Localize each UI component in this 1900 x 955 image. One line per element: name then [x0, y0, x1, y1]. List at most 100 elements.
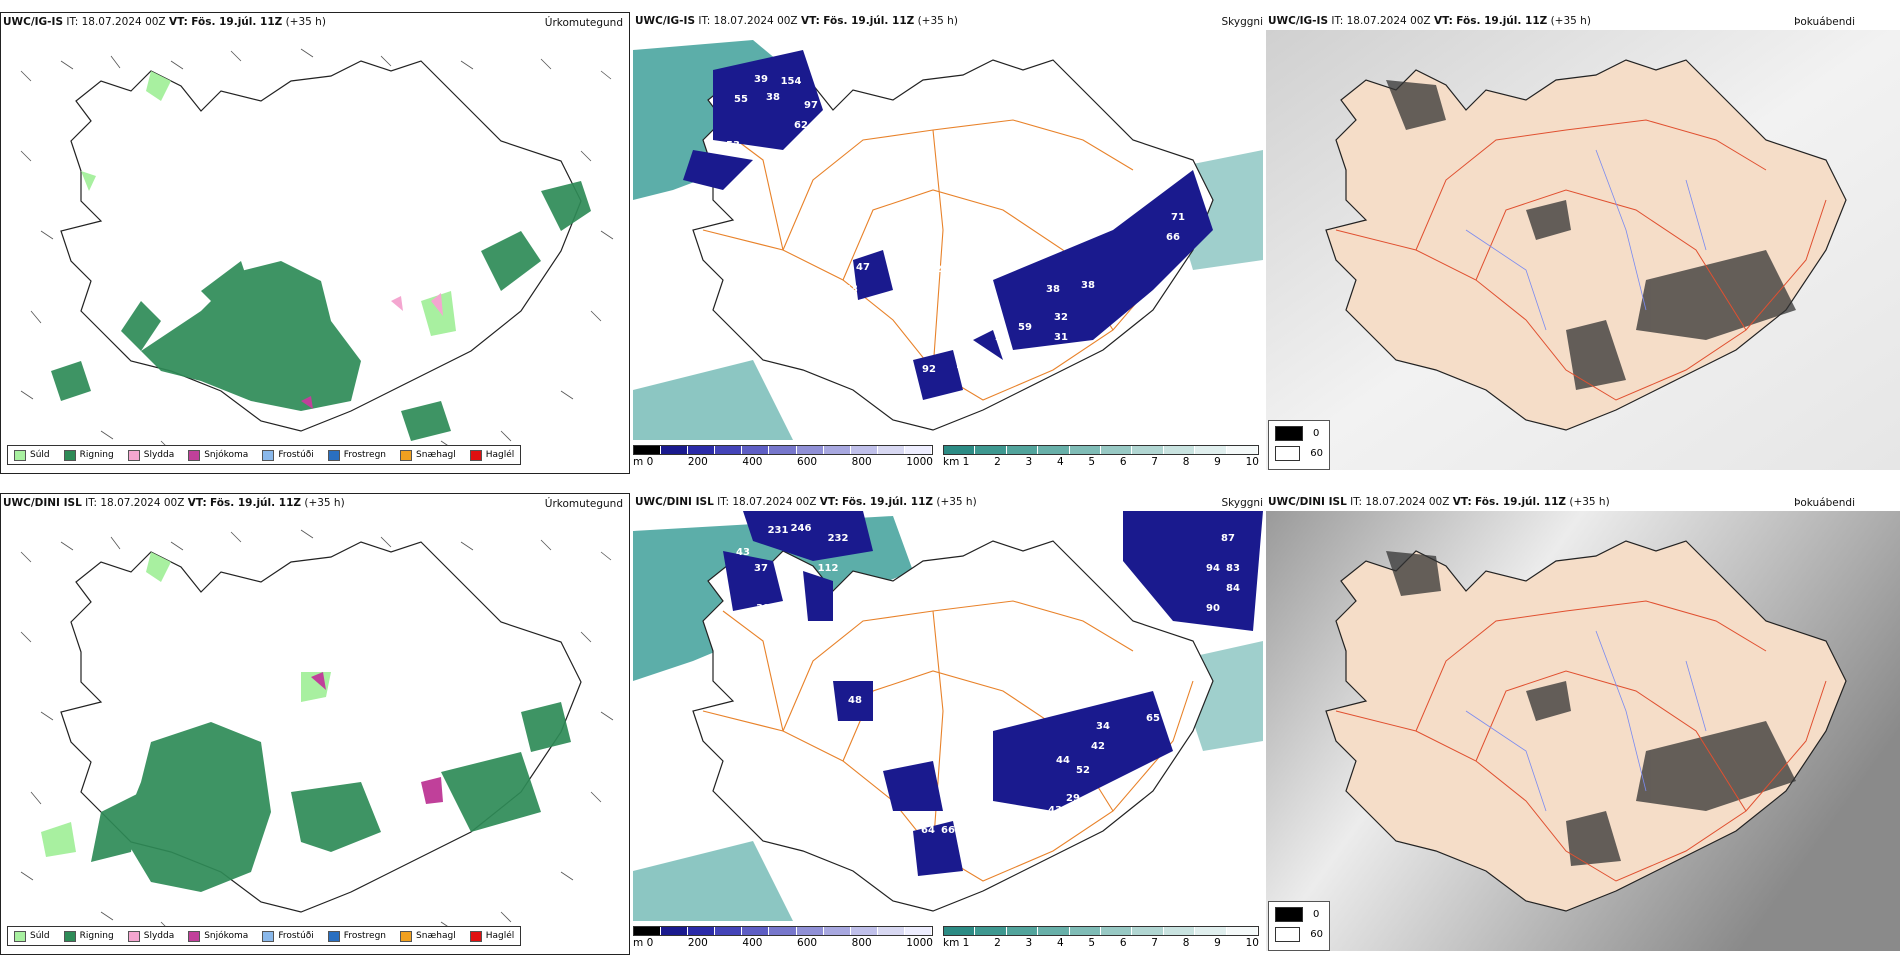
row1-precip-legend: Súld Rigning Slydda Snjókoma Frostúði Frostre… — [7, 445, 522, 465]
colorbar-tick: 4 — [1056, 456, 1064, 468]
colorbar-segment — [1101, 446, 1133, 454]
colorbar-segment — [715, 446, 743, 454]
legend-label: Frostregn — [343, 450, 387, 460]
colorbar-segment — [742, 927, 770, 935]
fog-legend-item: 60 — [1275, 927, 1323, 942]
colorbar-tick: km 1 — [943, 456, 970, 468]
cloudbase-value-label: 232 — [828, 533, 849, 544]
legend-label: Snæhagl — [416, 931, 456, 941]
legend-label: Frostúði — [278, 450, 314, 460]
fog-swatch — [1275, 426, 1303, 441]
colorbar-segment — [850, 446, 878, 454]
precip-legend-item: Snjókoma — [188, 930, 249, 942]
colorbar-segment — [1069, 927, 1102, 935]
colorbar-segment — [904, 446, 933, 454]
cloudbase-value-label: 46 — [923, 881, 937, 892]
colorbar-segment — [1163, 927, 1196, 935]
legend-label: Súld — [30, 931, 50, 941]
precip-legend-item: Súld — [14, 930, 50, 942]
legend-label: Frostregn — [343, 931, 387, 941]
colorbar-tick: 8 — [1182, 456, 1190, 468]
colorbar-tick: 2 — [994, 456, 1001, 468]
precip-legend-item: Frostúði — [262, 449, 314, 461]
cloudbase-value-label: 154 — [781, 76, 802, 87]
colorbar-segment — [877, 927, 905, 935]
colorbar-segment — [1195, 446, 1227, 454]
row1-fog-title: UWC/IG-IS IT: 18.07.2024 00Z VT: Fös. 19… — [1268, 15, 1591, 27]
legend-label: Haglél — [485, 931, 515, 941]
colorbar-segment — [661, 927, 689, 935]
precip-legend-item: Súld — [14, 449, 50, 461]
colorbar-tick: 400 — [742, 456, 763, 468]
cloudbase-value-label: 66 — [941, 825, 955, 836]
legend-label: Haglél — [485, 450, 515, 460]
cloudbase-value-label: 97 — [804, 100, 818, 111]
cloudbase-value-label: 64 — [921, 825, 935, 836]
colorbar-tick: 200 — [687, 937, 708, 949]
legend-label: Slydda — [143, 931, 175, 941]
row1-cloudbase-panel: UWC/IG-IS IT: 18.07.2024 00Z VT: Fös. 19… — [633, 12, 1263, 474]
row2-precip-map — [20, 529, 614, 943]
fog-legend-label: 60 — [1310, 448, 1323, 459]
cloudbase-value-label: 78 — [994, 332, 1008, 343]
row2-cloudbase-panel: UWC/DINI ISL IT: 18.07.2024 00Z VT: Fös.… — [633, 493, 1263, 955]
precip-legend-item: Frostúði — [262, 930, 314, 942]
colorbar-segment — [742, 446, 770, 454]
legend-label: Snjókoma — [204, 931, 249, 941]
colorbar-segment — [1038, 927, 1070, 935]
colorbar-tick: 7 — [1151, 937, 1158, 949]
row1-precip-type-label: Úrkomutegund — [544, 17, 623, 29]
cloudbase-value-label: 41 — [952, 396, 966, 407]
row1-precip-map — [20, 48, 614, 462]
colorbar-segment — [1006, 446, 1039, 454]
row1-fog-map — [1266, 30, 1900, 470]
colorbar-tick: 600 — [797, 937, 818, 949]
colorbar-tick: 1000 — [906, 456, 933, 468]
cloudbase-value-label: 118 — [1223, 633, 1244, 644]
cloudbase-value-label: 62 — [928, 264, 942, 275]
cloudbase-value-label: 38 — [766, 92, 780, 103]
colorbar-tick: 10 — [1245, 937, 1259, 949]
colorbar-segment — [1226, 927, 1259, 935]
colorbar-segment — [715, 927, 743, 935]
colorbar-segment — [688, 927, 716, 935]
precip-legend-item: Slydda — [127, 930, 175, 942]
colorbar-tick: 6 — [1119, 456, 1127, 468]
cloudbase-value-label: 62 — [946, 693, 960, 704]
legend-swatch — [127, 930, 140, 942]
row1-precip-panel: UWC/IG-IS IT: 18.07.2024 00Z VT: Fös. 19… — [0, 12, 630, 474]
colorbar-tick: 1000 — [906, 937, 933, 949]
colorbar-segment — [823, 927, 851, 935]
cloudbase-value-label: 37 — [754, 563, 768, 574]
colorbar-tick: 400 — [742, 937, 763, 949]
cloudbase-value-label: 92 — [922, 364, 936, 375]
cloudbase-value-label: 94 — [956, 360, 970, 371]
colorbar-segment — [1069, 446, 1102, 454]
cloudbase-value-label: 39 — [754, 74, 768, 85]
colorbar-tick: 800 — [851, 937, 872, 949]
colorbar-segment — [1101, 927, 1133, 935]
cloudbase-value-label: 112 — [818, 563, 839, 574]
legend-swatch — [127, 449, 140, 461]
cloudbase-value-label: 231 — [768, 525, 789, 536]
row1-cloudbase-colorbar: m 0 200 400 600 800 1000 — [633, 445, 933, 468]
colorbar-tick: 2 — [994, 937, 1001, 949]
colorbar-segment — [850, 927, 878, 935]
legend-swatch — [469, 449, 482, 461]
row2-precip-panel: UWC/DINI ISL IT: 18.07.2024 00Z VT: Fös.… — [0, 493, 630, 955]
cloudbase-value-label: 44 — [1056, 755, 1070, 766]
row2-cloudbase-map: 231 246 232 43 37 112 39 109 87 83 94 84 90 118 48 62 34… — [633, 511, 1263, 921]
colorbar-tick: 9 — [1214, 456, 1221, 468]
cloudbase-value-label: 46 — [923, 400, 937, 411]
colorbar-segment — [688, 446, 716, 454]
legend-swatch — [63, 930, 76, 942]
legend-label: Rigning — [79, 450, 114, 460]
colorbar-tick: m 0 — [633, 937, 654, 949]
row1-cloud-title: UWC/IG-IS IT: 18.07.2024 00Z VT: Fös. 19… — [635, 15, 958, 27]
fog-legend-item: 0 — [1275, 907, 1323, 922]
fog-swatch — [1275, 907, 1303, 922]
legend-swatch — [400, 930, 413, 942]
cloudbase-value-label: 87 — [1221, 533, 1235, 544]
cloudbase-value-label: 43 — [736, 547, 750, 558]
cloudbase-value-label: 34 — [1096, 721, 1110, 732]
